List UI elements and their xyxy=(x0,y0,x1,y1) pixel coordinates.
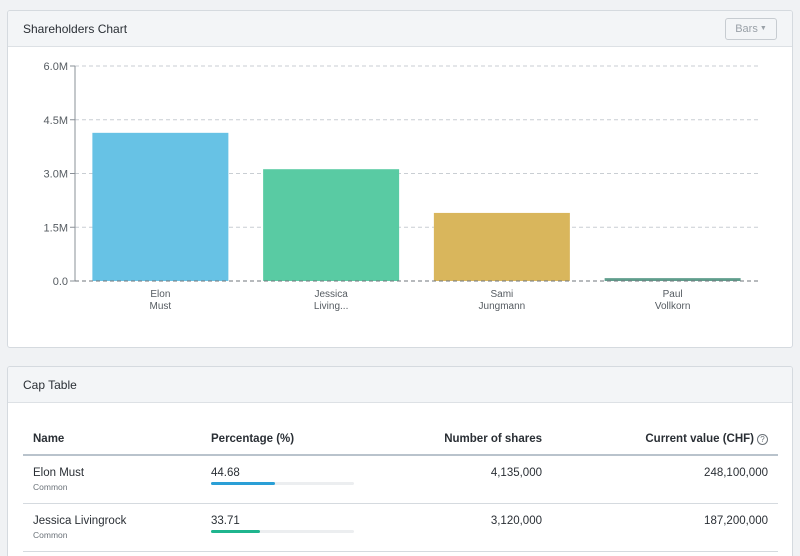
help-icon[interactable]: ? xyxy=(757,433,768,445)
y-tick-label: 1.5M xyxy=(44,222,68,234)
percentage-bar-fill xyxy=(211,482,276,485)
cell-value: 187,200,000 xyxy=(542,503,778,552)
cell-name: Elon Must Common xyxy=(23,455,211,504)
table-header-row: Name Percentage (%) Number of shares Cur… xyxy=(23,423,778,456)
y-tick-label: 3.0M xyxy=(44,169,68,181)
x-tick-label: Sami xyxy=(490,289,513,300)
chart-card-title: Shareholders Chart xyxy=(23,22,128,36)
chart-type-label: Bars xyxy=(735,23,758,35)
y-tick-label: 4.5M xyxy=(44,115,68,127)
caret-down-icon: ▼ xyxy=(759,25,767,32)
y-tick-label: 0.0 xyxy=(53,276,68,288)
x-tick-label: Must xyxy=(150,301,172,312)
cell-shares: 3,120,000 xyxy=(354,503,542,552)
x-tick-label: Jungmann xyxy=(479,301,526,312)
col-header-shares[interactable]: Number of shares xyxy=(354,423,542,456)
x-tick-label: Elon xyxy=(150,289,170,300)
cell-percentage: 44.68 xyxy=(211,455,354,504)
cap-table-card: Cap Table Name Percentage (%) Number of … xyxy=(7,366,793,556)
cap-table-header: Cap Table xyxy=(8,367,792,403)
table-row[interactable]: Elon Must Common 44.68 4,135,000 248,100… xyxy=(23,455,778,504)
x-tick-label: Vollkorn xyxy=(655,301,691,312)
cap-table-title: Cap Table xyxy=(23,378,77,392)
percentage-bar-fill xyxy=(211,529,260,533)
share-class: Common xyxy=(33,482,68,492)
table-row[interactable]: Jessica Livingrock Common 33.71 3,120,00… xyxy=(23,503,778,552)
cap-table: Name Percentage (%) Number of shares Cur… xyxy=(23,423,778,552)
x-tick-label: Jessica xyxy=(314,289,348,300)
percentage-value: 33.71 xyxy=(211,514,240,527)
bar xyxy=(433,212,570,281)
cell-name: Jessica Livingrock Common xyxy=(23,503,211,552)
cell-shares: 4,135,000 xyxy=(354,455,542,504)
chart-type-dropdown[interactable]: Bars ▼ xyxy=(725,18,777,40)
cell-percentage: 33.71 xyxy=(211,503,354,552)
percentage-bar xyxy=(211,529,354,533)
col-header-value[interactable]: Current value (CHF)? xyxy=(542,423,778,456)
share-class: Common xyxy=(33,529,68,540)
col-header-percentage[interactable]: Percentage (%) xyxy=(211,423,354,456)
y-tick-label: 6.0M xyxy=(44,61,68,73)
holder-name: Jessica Livingrock xyxy=(33,514,127,527)
shareholders-chart-card: Shareholders Chart Bars ▼ 0.0 1.5M 3.0M 4.5M… xyxy=(7,10,793,348)
chart-card-header: Shareholders Chart Bars ▼ xyxy=(8,11,792,47)
x-tick-label: Paul xyxy=(663,289,683,300)
cell-value: 248,100,000 xyxy=(542,455,778,504)
holder-name: Elon Must xyxy=(33,467,85,479)
x-tick-label: Living... xyxy=(314,301,348,312)
percentage-value: 44.68 xyxy=(211,467,240,479)
col-header-name[interactable]: Name xyxy=(23,423,211,456)
percentage-bar xyxy=(211,482,354,485)
bar xyxy=(263,169,400,281)
bar xyxy=(604,278,741,281)
bar xyxy=(92,132,229,281)
